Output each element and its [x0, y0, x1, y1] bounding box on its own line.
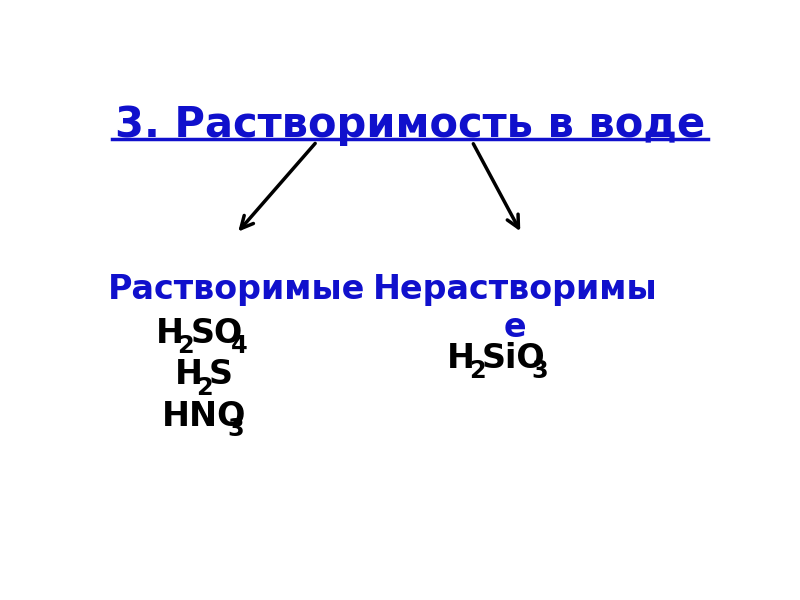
- Text: Нерастворимы
е: Нерастворимы е: [373, 273, 658, 344]
- Text: SO: SO: [190, 317, 242, 350]
- Text: 2: 2: [196, 376, 213, 400]
- Text: 3. Растворимость в воде: 3. Растворимость в воде: [115, 104, 705, 146]
- Text: S: S: [209, 358, 233, 391]
- Text: SiO: SiO: [482, 342, 546, 375]
- Text: 3: 3: [227, 417, 244, 441]
- Text: H: H: [174, 358, 202, 391]
- Text: HNO: HNO: [162, 400, 246, 433]
- Text: 3: 3: [531, 359, 548, 383]
- Text: 2: 2: [469, 359, 486, 383]
- Text: H: H: [447, 342, 475, 375]
- Text: H: H: [156, 317, 184, 350]
- Text: 2: 2: [178, 334, 194, 358]
- Text: Растворимые: Растворимые: [108, 273, 365, 306]
- Text: 4: 4: [231, 334, 248, 358]
